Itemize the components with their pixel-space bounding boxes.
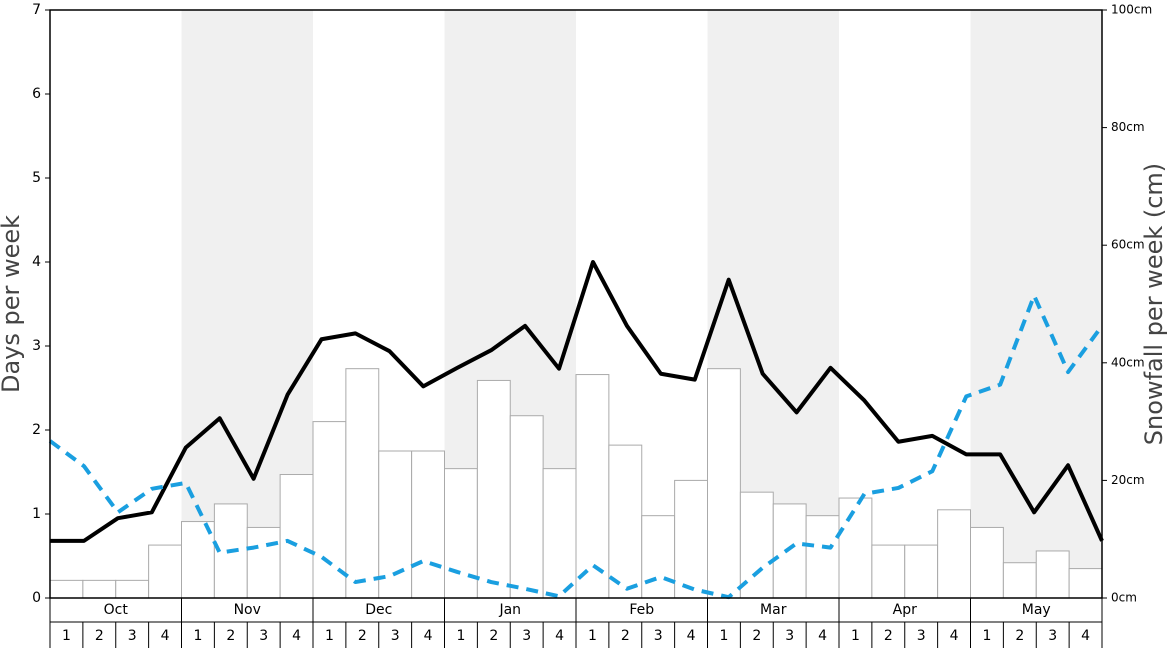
- bar: [707, 368, 741, 599]
- month-label: Nov: [234, 602, 261, 618]
- bar: [148, 544, 182, 599]
- y-tick-label: 2: [32, 422, 41, 438]
- x-tick-label: 1: [588, 628, 597, 644]
- x-tick-label: 4: [818, 628, 827, 644]
- x-tick-label: 3: [654, 628, 663, 644]
- bar: [871, 544, 906, 599]
- x-tick-label: 2: [752, 628, 761, 644]
- y2-axis-label: Snowfall per week (cm): [1140, 163, 1168, 445]
- y-tick-label: 4: [32, 254, 41, 270]
- bar: [970, 526, 1004, 599]
- y2-tick-label: 60cm: [1111, 238, 1145, 252]
- bar: [279, 474, 314, 599]
- bar: [904, 544, 939, 599]
- bar: [542, 468, 577, 599]
- x-tick-label: 3: [391, 628, 400, 644]
- y2-tick-label: 0cm: [1111, 591, 1137, 605]
- y2-tick-label: 80cm: [1111, 120, 1145, 134]
- x-tick-label: 1: [982, 628, 991, 644]
- y-tick-label: 1: [32, 506, 41, 522]
- x-tick-label: 2: [1015, 628, 1024, 644]
- x-tick-label: 1: [325, 628, 334, 644]
- bar: [411, 450, 445, 599]
- x-tick-label: 4: [687, 628, 696, 644]
- y2-tick-label: 20cm: [1111, 473, 1145, 487]
- x-tick-label: 1: [719, 628, 728, 644]
- month-label: Feb: [629, 602, 654, 618]
- x-tick-label: 4: [1081, 628, 1090, 644]
- y2-tick-label: 100cm: [1111, 3, 1152, 17]
- bar: [509, 415, 544, 599]
- y-axis-label: Days per week: [0, 215, 25, 393]
- x-tick-label: 3: [128, 628, 137, 644]
- x-tick-label: 3: [917, 628, 926, 644]
- x-tick-label: 3: [785, 628, 794, 644]
- bar: [608, 444, 643, 599]
- x-tick-label: 4: [424, 628, 433, 644]
- bar: [838, 497, 873, 599]
- bar: [674, 479, 708, 599]
- x-tick-label: 2: [358, 628, 367, 644]
- bar: [1068, 568, 1103, 599]
- x-tick-label: 4: [555, 628, 564, 644]
- y2-tick-label: 40cm: [1111, 355, 1145, 369]
- line: [50, 260, 1104, 543]
- x-tick-label: 2: [884, 628, 893, 644]
- y-tick-label: 7: [32, 2, 41, 18]
- x-tick-label: 2: [226, 628, 235, 644]
- bar: [49, 579, 84, 599]
- x-tick-label: 3: [522, 628, 531, 644]
- x-tick-label: 2: [621, 628, 630, 644]
- x-tick-label: 4: [161, 628, 170, 644]
- x-tick-label: 4: [950, 628, 959, 644]
- bar: [772, 503, 807, 599]
- bar: [1035, 550, 1070, 599]
- x-tick-label: 1: [851, 628, 860, 644]
- bar: [641, 515, 676, 599]
- bar: [937, 509, 971, 599]
- x-tick-label: 1: [193, 628, 202, 644]
- month-label: Jan: [498, 602, 521, 618]
- y-tick-label: 5: [32, 170, 41, 186]
- month-label: Apr: [893, 602, 917, 618]
- x-tick-label: 1: [456, 628, 465, 644]
- y-tick-label: 0: [32, 590, 41, 606]
- month-label: Dec: [365, 602, 392, 618]
- bar: [246, 526, 281, 599]
- y-tick-label: 6: [32, 86, 41, 102]
- bar: [82, 579, 117, 599]
- x-tick-label: 2: [95, 628, 104, 644]
- x-tick-label: 4: [292, 628, 301, 644]
- bar: [115, 579, 150, 599]
- x-tick-label: 3: [259, 628, 268, 644]
- month-label: Oct: [104, 602, 129, 618]
- x-tick-label: 3: [1048, 628, 1057, 644]
- bar: [476, 379, 511, 599]
- x-tick-label: 2: [489, 628, 498, 644]
- bar: [575, 374, 610, 599]
- y-tick-label: 3: [32, 338, 41, 354]
- bar: [805, 515, 840, 599]
- bar: [345, 368, 380, 599]
- bar: [1002, 562, 1037, 599]
- bar: [444, 468, 478, 599]
- month-label: May: [1022, 602, 1051, 618]
- x-tick-label: 1: [62, 628, 71, 644]
- month-label: Mar: [760, 602, 787, 618]
